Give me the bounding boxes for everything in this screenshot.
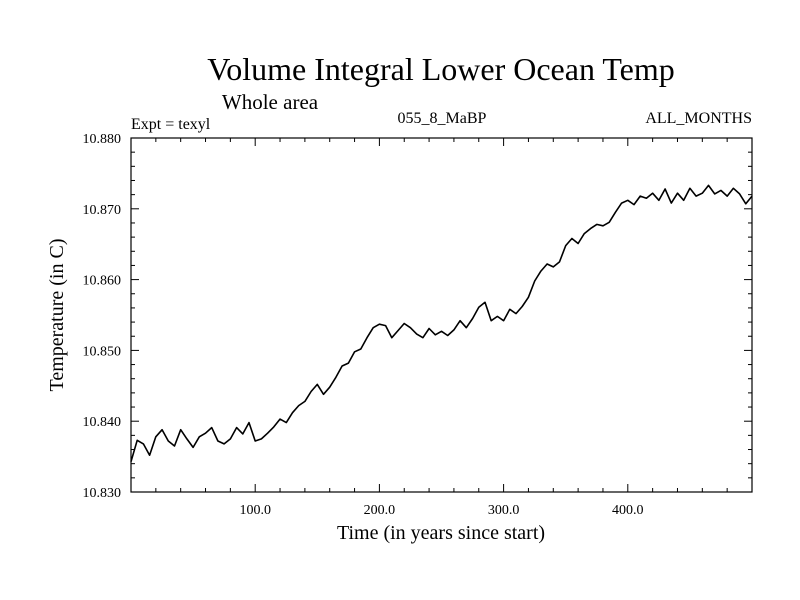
x-axis: 100.0 200.0 300.0 400.0	[155, 138, 728, 518]
y-tick-label: 10.870	[83, 203, 122, 218]
y-axis: 10.830 10.840 10.850 10.860 10.870 10.880	[83, 132, 752, 501]
chart-title: Volume Integral Lower Ocean Temp	[207, 51, 675, 87]
chart-subtitle: Whole area	[222, 90, 319, 114]
y-tick-label: 10.840	[83, 415, 122, 430]
x-tick-label: 200.0	[364, 503, 396, 518]
x-tick-label: 100.0	[239, 503, 271, 518]
run-label: 055_8_MaBP	[398, 110, 487, 127]
months-label: ALL_MONTHS	[645, 110, 752, 127]
y-tick-label: 10.830	[83, 486, 122, 501]
plot-series	[130, 184, 753, 462]
temperature-series-line	[130, 184, 753, 462]
x-tick-label: 300.0	[488, 503, 520, 518]
y-tick-label: 10.860	[83, 274, 122, 289]
x-tick-label: 400.0	[612, 503, 644, 518]
experiment-label: Expt = texyl	[131, 116, 211, 133]
y-tick-label: 10.850	[83, 344, 122, 359]
x-axis-title: Time (in years since start)	[337, 522, 545, 544]
y-axis-title: Temperature (in C)	[46, 239, 68, 392]
plot-frame	[130, 137, 753, 493]
y-tick-label: 10.880	[83, 132, 122, 147]
